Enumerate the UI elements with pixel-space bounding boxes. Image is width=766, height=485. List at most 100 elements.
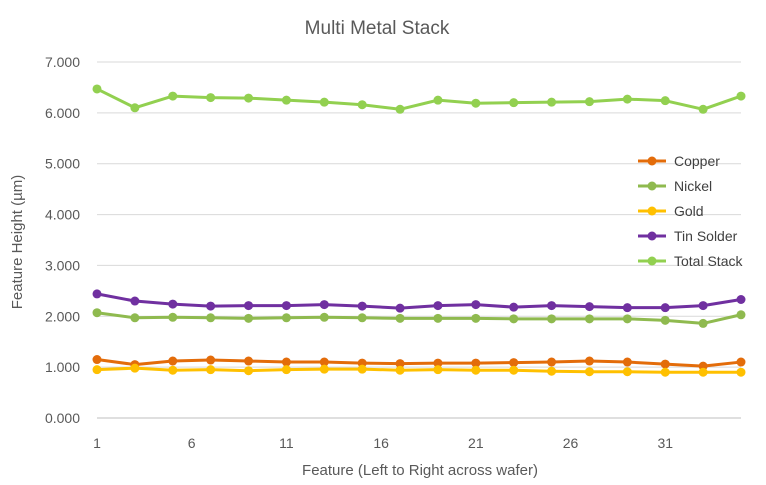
data-point (319, 312, 329, 322)
data-point (206, 301, 216, 311)
legend-swatch-marker (647, 181, 657, 191)
data-point (395, 365, 405, 375)
y-tick-label: 2.000 (45, 308, 80, 324)
data-point (244, 313, 254, 323)
legend-item: Gold (638, 203, 704, 219)
data-point (281, 301, 291, 311)
data-point (584, 314, 594, 324)
data-point (168, 91, 178, 101)
series-tin-solder (92, 289, 746, 313)
data-point (471, 358, 481, 368)
x-tick-label: 31 (657, 435, 673, 451)
data-point (319, 357, 329, 367)
series-total-stack (92, 84, 746, 114)
legend-item: Total Stack (638, 253, 743, 269)
data-point (547, 366, 557, 376)
series-line (96, 366, 741, 374)
data-point (433, 365, 443, 375)
data-point (395, 104, 405, 114)
data-point (130, 103, 140, 113)
data-point (509, 98, 519, 108)
data-point (509, 358, 519, 368)
data-point (547, 314, 557, 324)
x-tick-label: 11 (279, 435, 294, 451)
data-point (471, 313, 481, 323)
x-axis-ticks: 1 6 11 16 21 26 31 (93, 435, 673, 451)
data-point (130, 296, 140, 306)
data-point (736, 310, 746, 320)
data-point (660, 96, 670, 106)
legend: Copper Nickel Gold Tin Solder Total Stack (638, 153, 743, 269)
data-point (584, 97, 594, 107)
data-point (319, 300, 329, 310)
legend-item: Tin Solder (638, 228, 738, 244)
data-point (244, 366, 254, 376)
data-point (92, 84, 102, 94)
data-point (244, 93, 254, 103)
data-point (281, 357, 291, 367)
data-point (168, 312, 178, 322)
data-point (433, 313, 443, 323)
x-tick-label: 1 (93, 435, 101, 451)
data-point (433, 358, 443, 368)
data-point (395, 313, 405, 323)
data-point (584, 302, 594, 312)
data-point (660, 359, 670, 369)
data-point (168, 356, 178, 366)
legend-label: Total Stack (674, 253, 743, 269)
data-point (92, 308, 102, 318)
data-point (660, 303, 670, 313)
data-point (736, 91, 746, 101)
data-point (244, 301, 254, 311)
data-point (319, 97, 329, 107)
x-tick-label: 26 (563, 435, 579, 451)
data-point (206, 93, 216, 103)
data-point (130, 363, 140, 373)
data-point (584, 356, 594, 366)
legend-label: Nickel (674, 178, 712, 194)
data-point (736, 295, 746, 305)
data-point (395, 303, 405, 313)
data-point (92, 289, 102, 299)
data-point (622, 303, 632, 313)
data-point (395, 359, 405, 369)
data-point (698, 104, 708, 114)
data-point (281, 313, 291, 323)
data-point (547, 357, 557, 367)
legend-swatch-marker (647, 231, 657, 241)
data-point (736, 357, 746, 367)
data-point (584, 367, 594, 377)
y-tick-label: 1.000 (45, 359, 80, 375)
data-point (92, 365, 102, 375)
data-point (130, 313, 140, 323)
y-tick-label: 4.000 (45, 207, 80, 223)
series-lines (92, 84, 746, 377)
data-point (622, 94, 632, 104)
data-point (471, 98, 481, 108)
series-line (96, 311, 742, 325)
legend-swatch-marker (647, 206, 657, 216)
y-axis-ticks: 0.000 1.000 2.000 3.000 4.000 5.000 6.000 7.000 (45, 54, 80, 426)
data-point (433, 95, 443, 105)
data-point (206, 365, 216, 375)
legend-label: Copper (674, 153, 720, 169)
data-point (92, 355, 102, 365)
data-point (281, 365, 291, 375)
x-tick-label: 6 (188, 435, 196, 451)
y-tick-label: 3.000 (45, 257, 80, 273)
series-line (96, 87, 742, 111)
data-point (168, 365, 178, 375)
data-point (698, 367, 708, 377)
data-point (471, 300, 481, 310)
series-nickel (92, 308, 746, 328)
y-tick-label: 7.000 (45, 54, 80, 70)
data-point (698, 301, 708, 311)
data-point (206, 313, 216, 323)
data-point (622, 357, 632, 367)
y-tick-label: 6.000 (45, 105, 80, 121)
data-point (433, 301, 443, 311)
data-point (471, 365, 481, 375)
data-point (357, 313, 367, 323)
y-tick-label: 0.000 (45, 410, 80, 426)
